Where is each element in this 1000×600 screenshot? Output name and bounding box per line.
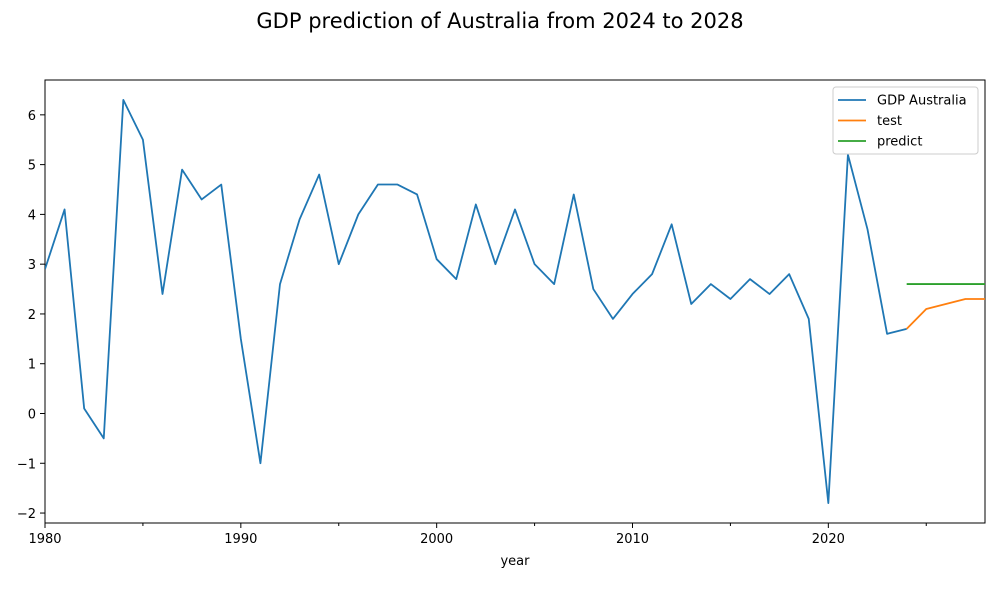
y-tick-label: 6 bbox=[28, 109, 36, 124]
y-tick-label: −2 bbox=[17, 507, 36, 522]
x-tick-label: 2000 bbox=[420, 532, 453, 547]
legend-box bbox=[832, 86, 979, 155]
chart-title: GDP prediction of Australia from 2024 to… bbox=[256, 9, 743, 33]
y-tick-label: 0 bbox=[28, 407, 36, 422]
plot-area bbox=[44, 79, 986, 524]
y-tick-label: 3 bbox=[28, 258, 36, 273]
y-tick-label: 4 bbox=[28, 208, 36, 223]
x-tick-label: 1990 bbox=[224, 532, 257, 547]
y-axis: −2 −1 0 1 2 3 4 5 6 bbox=[17, 109, 45, 522]
series-layer bbox=[45, 99, 985, 504]
x-tick-label: 2010 bbox=[616, 532, 649, 547]
legend-label: predict bbox=[877, 135, 922, 150]
x-axis-label: year bbox=[500, 554, 530, 569]
series-line-gdp-australia bbox=[45, 99, 907, 504]
y-tick-label: −1 bbox=[17, 457, 36, 472]
x-axis: 1980 1990 2000 2010 2020 bbox=[28, 523, 927, 547]
y-tick-label: 5 bbox=[28, 159, 36, 174]
series-line-test bbox=[906, 298, 985, 330]
x-tick-label: 1980 bbox=[28, 532, 61, 547]
x-tick-label: 2020 bbox=[812, 532, 845, 547]
y-tick-label: 2 bbox=[28, 308, 36, 323]
legend-label: test bbox=[877, 114, 902, 129]
legend-label: GDP Australia bbox=[877, 94, 967, 109]
legend: GDP Australia test predict bbox=[832, 86, 979, 155]
y-tick-label: 1 bbox=[28, 358, 36, 373]
